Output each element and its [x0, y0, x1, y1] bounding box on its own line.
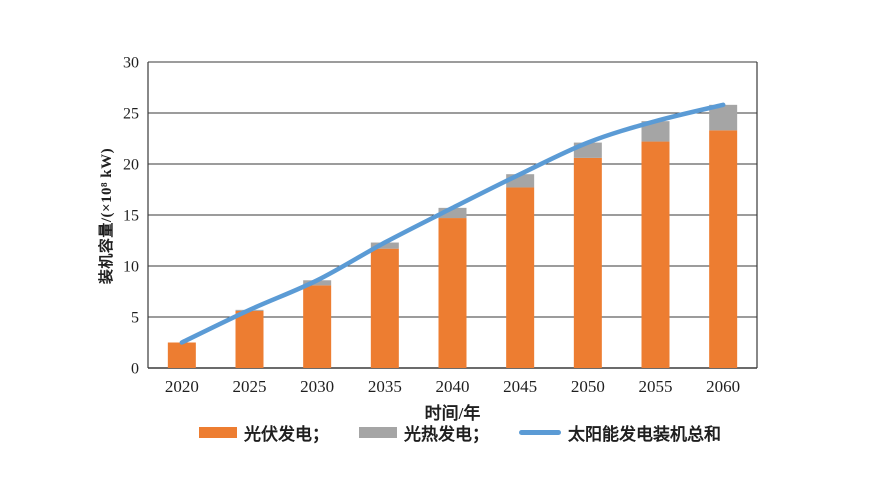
bar-pv-2030 — [303, 285, 332, 368]
y-tick-label-30: 30 — [123, 55, 139, 72]
y-tick-label-15: 15 — [123, 208, 139, 225]
x-tick-label-2040: 2040 — [436, 377, 470, 396]
x-tick-label-2060: 2060 — [706, 377, 740, 396]
legend-label-total: 太阳能发电装机总和 — [568, 424, 721, 444]
y-tick-label-5: 5 — [131, 310, 139, 327]
bar-csp-2055 — [641, 121, 670, 142]
bar-pv-2050 — [573, 157, 602, 368]
y-tick-label-25: 25 — [123, 106, 139, 123]
x-axis-title: 时间/年 — [424, 404, 481, 423]
bar-pv-2020 — [167, 342, 196, 368]
bar-pv-2060 — [709, 130, 738, 368]
bar-csp-2030 — [303, 280, 332, 286]
x-tick-label-2025: 2025 — [233, 377, 267, 396]
x-tick-label-2035: 2035 — [368, 377, 402, 396]
csp-bar-swatch-icon — [359, 426, 397, 438]
bar-pv-2045 — [506, 187, 535, 368]
total-line-swatch-icon — [519, 429, 561, 435]
y-tick-label-0: 0 — [131, 361, 139, 378]
bar-csp-2035 — [370, 242, 399, 249]
x-tick-label-2020: 2020 — [165, 377, 199, 396]
x-tick-label-2055: 2055 — [639, 377, 673, 396]
bar-pv-2055 — [641, 141, 670, 368]
bar-pv-2035 — [370, 248, 399, 368]
y-axis-title: 装机容量/(×10⁸ kW) — [99, 147, 115, 285]
x-tick-label-2030: 2030 — [300, 377, 334, 396]
x-tick-label-2050: 2050 — [571, 377, 605, 396]
y-tick-label-20: 20 — [123, 157, 139, 174]
x-tick-label-2045: 2045 — [503, 377, 537, 396]
bar-pv-2025 — [235, 310, 264, 368]
chart-legend: 光伏发电； 光热发电； 太阳能发电装机总和 — [150, 420, 770, 444]
pv-bar-swatch-icon — [199, 426, 237, 438]
legend-label-csp: 光热发电； — [404, 424, 489, 444]
bar-pv-2040 — [438, 218, 467, 368]
bar-csp-2040 — [438, 207, 467, 219]
legend-item-pv: 光伏发电； — [199, 420, 329, 445]
legend-item-total: 太阳能发电装机总和 — [519, 420, 721, 445]
legend-label-pv: 光伏发电； — [244, 424, 329, 444]
line-total-capacity — [179, 102, 726, 345]
legend-item-csp: 光热发电； — [359, 420, 489, 445]
y-tick-label-10: 10 — [123, 259, 139, 276]
